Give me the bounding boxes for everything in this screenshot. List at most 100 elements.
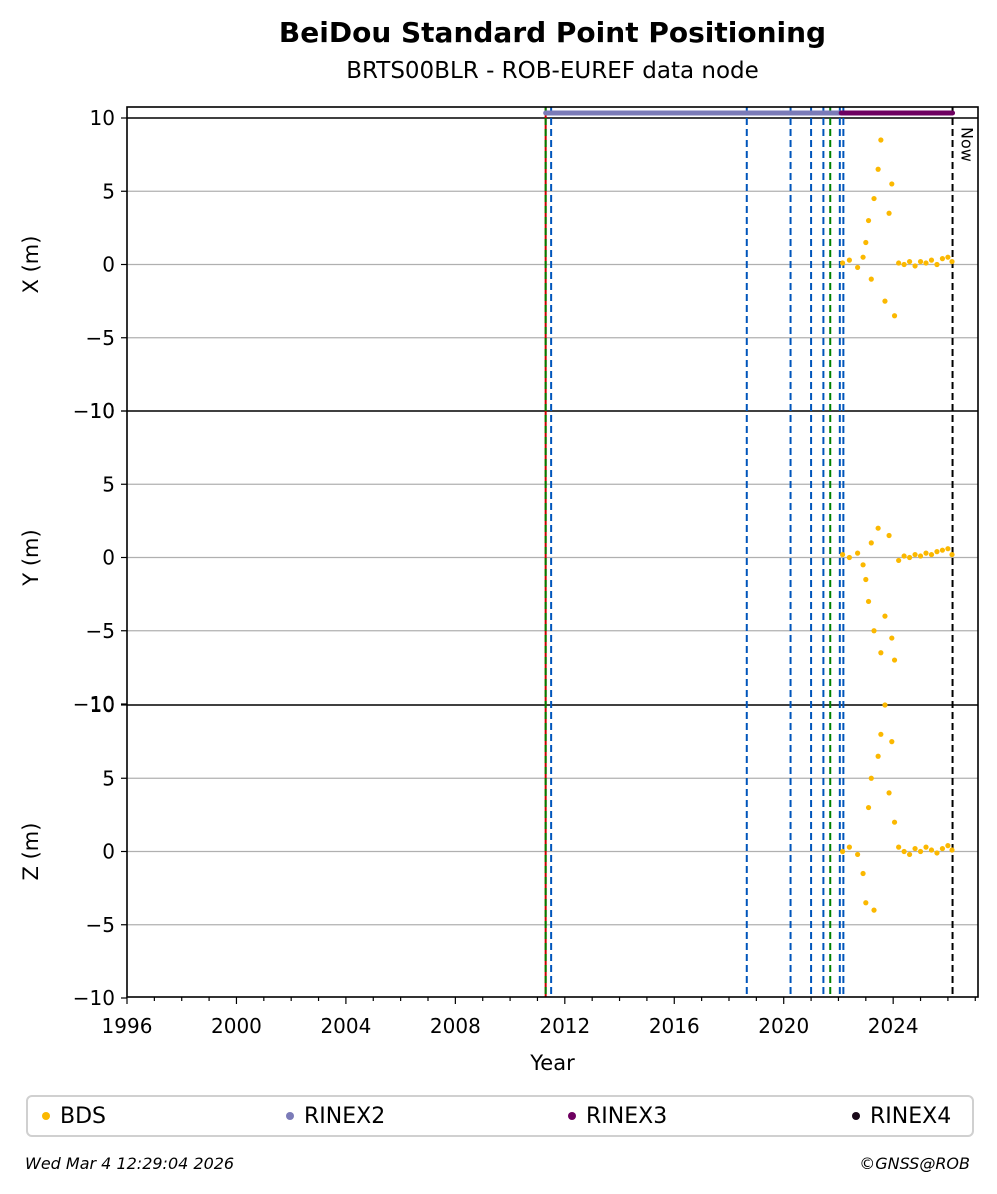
data-point (860, 562, 866, 568)
data-point (839, 551, 846, 558)
x-tick-label: 2008 (430, 1014, 481, 1038)
data-point (939, 547, 946, 553)
data-point (896, 260, 902, 266)
rinex2-marker-icon (286, 1112, 294, 1120)
legend: BDS RINEX2 RINEX3 RINEX4 (26, 1095, 974, 1137)
data-point (855, 264, 861, 271)
legend-label: RINEX2 (304, 1103, 386, 1129)
data-point (945, 843, 951, 849)
y-tick-label: −10 (73, 986, 115, 1010)
y-tick-label: −5 (86, 619, 115, 643)
data-point (863, 239, 869, 246)
legend-item-rinex3: RINEX3 (568, 1097, 667, 1135)
data-point (860, 870, 866, 877)
data-point (846, 257, 852, 263)
data-point (934, 549, 940, 555)
data-point (891, 313, 898, 319)
data-point (889, 181, 895, 187)
rinex4-marker-icon (852, 1112, 860, 1120)
data-point (891, 819, 898, 825)
data-point (855, 550, 861, 556)
data-point (863, 900, 869, 906)
data-point (949, 258, 955, 265)
y-tick-label: 10 (90, 399, 115, 423)
data-point (945, 546, 951, 552)
data-point (865, 598, 872, 605)
data-point (901, 261, 907, 268)
data-point (949, 847, 955, 853)
y-tick-label: 0 (102, 546, 115, 570)
data-point (901, 848, 907, 855)
x-tick-label: 2016 (649, 1014, 700, 1038)
data-point (891, 657, 898, 663)
plot-frame (126, 106, 979, 998)
legend-label: BDS (60, 1103, 106, 1129)
data-point (906, 258, 913, 265)
data-point (928, 847, 935, 853)
data-point (878, 731, 884, 737)
y-tick-label: −10 (73, 399, 115, 423)
y-tick-label: 0 (102, 253, 115, 277)
y-axis-label: Y (m) (19, 529, 43, 586)
data-point (923, 260, 929, 266)
data-point (896, 557, 902, 564)
y-tick-label: −5 (86, 913, 115, 937)
data-point (901, 553, 907, 559)
y-tick-label: 10 (90, 693, 115, 717)
data-point (855, 851, 861, 858)
bds-marker-icon (42, 1112, 50, 1120)
chart-subtitle: BRTS00BLR - ROB-EUREF data node (346, 58, 759, 84)
legend-label: RINEX3 (586, 1103, 668, 1129)
data-point (917, 553, 924, 559)
y-tick-label: 5 (102, 179, 115, 203)
data-point (875, 525, 881, 531)
data-point (906, 554, 913, 561)
data-point (886, 790, 892, 796)
rinex3-marker-icon (568, 1112, 576, 1120)
data-point (878, 137, 884, 143)
x-tick-label: 1996 (102, 1014, 153, 1038)
legend-item-rinex2: RINEX2 (286, 1097, 385, 1135)
x-tick-label: 2020 (758, 1014, 809, 1038)
data-point (889, 635, 895, 641)
legend-item-bds: BDS (42, 1097, 106, 1135)
data-point (934, 850, 940, 856)
y-tick-label: 10 (90, 106, 115, 130)
data-point (886, 532, 892, 539)
data-point (912, 263, 918, 269)
chart-canvas: −10 −5 0 5 10 X (m) −10 −5 0 5 10 Y (m) −10 −5 0 5 10 Z (… (19, 106, 979, 1075)
data-point (839, 260, 846, 266)
x-tick-label: 2000 (211, 1014, 262, 1038)
data-point (934, 261, 940, 268)
x-tick-label: 2004 (320, 1014, 371, 1038)
data-point (865, 217, 872, 224)
data-point (923, 550, 929, 556)
data-point (882, 298, 888, 304)
data-point (906, 851, 913, 858)
footer-timestamp: Wed Mar 4 12:29:04 2026 (25, 1154, 235, 1173)
legend-label: RINEX4 (870, 1103, 952, 1129)
data-point (882, 702, 888, 708)
x-tick-label: 2024 (868, 1014, 919, 1038)
data-point (875, 166, 881, 172)
x-tick-label: 2012 (539, 1014, 590, 1038)
data-point (917, 258, 924, 265)
data-point (912, 845, 918, 852)
y-tick-label: 0 (102, 840, 115, 864)
data-point (949, 551, 955, 558)
y-tick-label: −10 (73, 692, 115, 716)
x-axis-label: Year (529, 1051, 575, 1075)
data-point (882, 613, 888, 619)
data-point (871, 628, 877, 634)
data-point (846, 554, 852, 561)
y-tick-label: 5 (102, 766, 115, 790)
footer-credit: ©GNSS@ROB (859, 1154, 970, 1173)
data-point (871, 907, 877, 913)
data-point (923, 844, 929, 850)
y-tick-label: −5 (86, 326, 115, 350)
data-point (889, 739, 895, 745)
legend-item-rinex4: RINEX4 (852, 1097, 951, 1135)
data-point (865, 804, 872, 811)
data-point (878, 650, 884, 656)
data-point (912, 551, 918, 558)
